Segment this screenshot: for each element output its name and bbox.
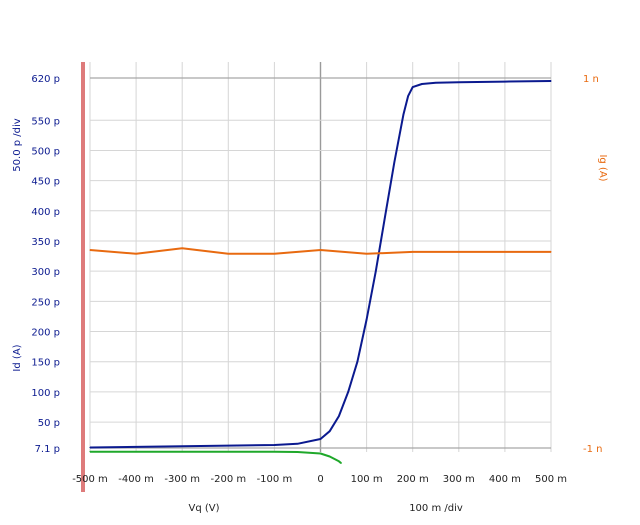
data-point (356, 361, 358, 363)
y-left-tick-label: 50 p (38, 418, 60, 429)
x-tick-label: -400 m (118, 474, 154, 485)
data-point (89, 446, 91, 449)
y-left-tick-label: 7.1 p (35, 444, 60, 455)
data-point (135, 451, 137, 453)
data-point (338, 460, 340, 462)
x-axis-per-div-label: 100 m /div (409, 503, 463, 514)
data-point (407, 95, 409, 97)
x-axis-title: Vq (V) (188, 503, 219, 514)
data-point (329, 430, 331, 432)
y-left-tick-label: 200 p (31, 328, 60, 339)
y-left-tick-label: 350 p (31, 237, 60, 248)
plot-frame (81, 62, 85, 492)
data-point (340, 462, 342, 464)
labels-layer: -500 m -400 m -300 m -200 m -100 m 0 100 m 200 … (31, 74, 602, 485)
data-point (273, 444, 275, 446)
y-right-tick-label: -1 n (583, 444, 603, 455)
x-tick-label: -200 m (210, 474, 246, 485)
data-point (347, 391, 349, 393)
x-tick-label: 100 m (351, 474, 383, 485)
y-left-tick-label: 100 p (31, 388, 60, 399)
y-left-tick-label: 550 p (31, 116, 60, 127)
y-axis-left-bar (81, 62, 85, 492)
x-tick-label: -300 m (164, 474, 200, 485)
data-point (366, 318, 368, 321)
y-left-tick-label: 500 p (31, 146, 60, 157)
data-point (296, 443, 299, 445)
series-layer (89, 80, 552, 464)
data-point (329, 455, 331, 458)
data-point (89, 249, 91, 251)
x-tick-label: 300 m (443, 474, 475, 485)
y-axis-left-per-div-label: 50.0 p /div (12, 118, 23, 171)
data-point (135, 253, 137, 255)
data-point (181, 247, 183, 249)
data-point (227, 253, 229, 255)
x-tick-label: 500 m (535, 474, 567, 485)
data-point (384, 216, 386, 218)
y-left-tick-label: 150 p (31, 358, 60, 369)
x-tick-label: 400 m (489, 474, 521, 485)
data-point (504, 251, 506, 253)
data-point (338, 415, 340, 417)
data-point (227, 451, 229, 453)
y-axis-right-title: Ig (A) (597, 154, 608, 181)
y-left-tick-label: 300 p (31, 267, 60, 278)
y-left-tick-label: 450 p (31, 177, 60, 188)
grid (89, 62, 552, 452)
data-point (412, 86, 414, 88)
data-point (181, 451, 183, 453)
data-point (375, 270, 377, 272)
data-point (366, 253, 368, 255)
x-tick-label: 0 (317, 474, 323, 485)
data-point (89, 451, 91, 453)
data-point (273, 451, 275, 453)
data-point (412, 251, 414, 253)
data-point (273, 253, 275, 255)
data-point (421, 83, 423, 85)
data-point (319, 438, 322, 440)
data-point (181, 445, 183, 447)
data-point (319, 452, 322, 455)
data-point (504, 81, 506, 83)
data-point (435, 82, 437, 84)
data-point (458, 251, 460, 253)
y-left-tick-label: 400 p (31, 207, 60, 218)
data-point (550, 251, 552, 253)
data-point (550, 80, 552, 82)
data-point (135, 446, 137, 448)
id-reverse-line (90, 450, 342, 464)
x-tick-label: -500 m (72, 474, 108, 485)
y-axis-left-title: Id (A) (12, 344, 23, 371)
y-left-tick-label: 620 p (31, 74, 60, 85)
x-tick-label: -100 m (257, 474, 293, 485)
data-point (319, 249, 322, 251)
data-point (458, 81, 460, 83)
data-point (402, 113, 405, 115)
data-point (296, 451, 299, 453)
y-right-tick-label: 1 n (583, 74, 599, 85)
y-left-tick-label: 250 p (31, 297, 60, 308)
data-point (393, 161, 395, 164)
x-tick-label: 200 m (397, 474, 429, 485)
data-point (227, 445, 229, 447)
